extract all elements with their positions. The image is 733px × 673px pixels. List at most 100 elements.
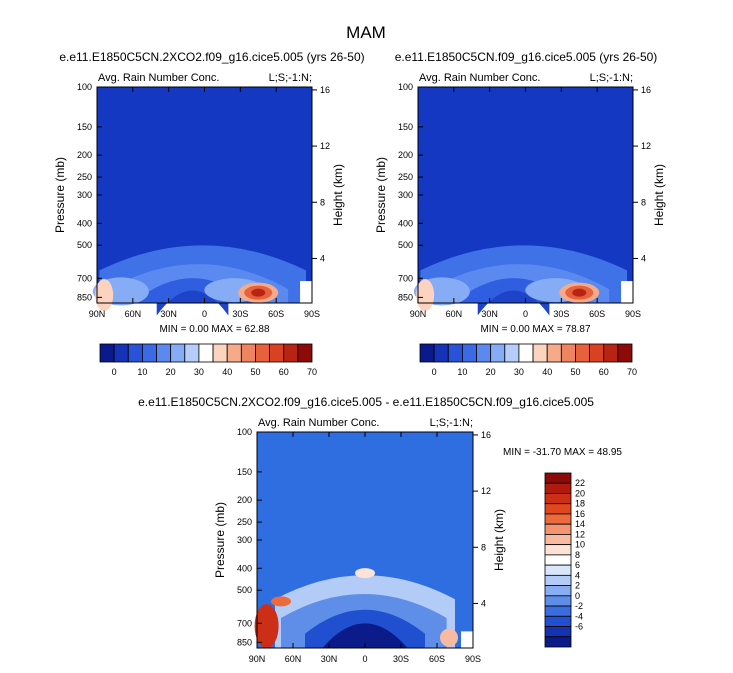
positive-anomaly bbox=[440, 628, 458, 647]
y-tick-label: 500 bbox=[77, 240, 92, 250]
colorbar-swatch bbox=[544, 472, 572, 484]
colorbar-swatch bbox=[544, 523, 572, 535]
x-tick-label: 60N bbox=[125, 309, 142, 319]
colorbar-label: 40 bbox=[222, 367, 232, 377]
panel-title: e.e11.E1850C5CN.2XCO2.f09_g16.cice5.005 … bbox=[59, 50, 364, 64]
colorbar-swatch bbox=[141, 343, 157, 363]
colorbar-label: 8 bbox=[575, 550, 580, 560]
y-tick-label: 850 bbox=[237, 637, 252, 647]
colorbar-swatch bbox=[617, 343, 633, 363]
colorbar-label: -6 bbox=[575, 622, 583, 632]
colorbar-swatch bbox=[476, 343, 492, 363]
hotspot-core bbox=[572, 288, 587, 297]
colorbar-label: 30 bbox=[514, 367, 524, 377]
y-tick-label: 250 bbox=[237, 517, 252, 527]
colorbar-swatch bbox=[490, 343, 506, 363]
colorbar-swatch bbox=[113, 343, 129, 363]
positive-anomaly bbox=[355, 568, 375, 579]
colorbar-label: 4 bbox=[575, 570, 580, 580]
y-tick-label: 200 bbox=[398, 150, 413, 160]
y-right-tick-label: 16 bbox=[481, 430, 491, 440]
colorbar-label: 20 bbox=[486, 367, 496, 377]
panel-subtitle-right: L;S;-1:N; bbox=[430, 417, 473, 429]
y-tick-label: 400 bbox=[398, 218, 413, 228]
positive-anomaly bbox=[271, 596, 291, 607]
y-right-tick-label: 12 bbox=[320, 141, 330, 151]
colorbar-label: 12 bbox=[575, 529, 585, 539]
colorbar-swatch bbox=[532, 343, 548, 363]
colorbar-swatch bbox=[603, 343, 619, 363]
colorbar-swatch bbox=[544, 544, 572, 556]
colorbar-swatch bbox=[546, 343, 562, 363]
y-right-tick-label: 8 bbox=[481, 542, 486, 552]
y-right-tick-label: 8 bbox=[320, 197, 325, 207]
panel-subtitle-left: Avg. Rain Number Conc. bbox=[419, 72, 540, 84]
y-tick-label: 400 bbox=[237, 563, 252, 573]
colorbar-label: 6 bbox=[575, 560, 580, 570]
y-tick-label: 400 bbox=[77, 218, 92, 228]
colorbar-label: 20 bbox=[575, 488, 585, 498]
y-tick-label: 200 bbox=[237, 495, 252, 505]
y-tick-label: 100 bbox=[237, 427, 252, 437]
colorbar-swatch bbox=[433, 343, 449, 363]
min-max-label: MIN = -31.70 MAX = 48.95 bbox=[503, 447, 622, 458]
colorbar-swatch bbox=[544, 503, 572, 515]
y-tick-label: 150 bbox=[398, 122, 413, 132]
y-right-tick-label: 8 bbox=[641, 197, 646, 207]
topography-mask bbox=[621, 281, 633, 303]
colorbar: 0 10 20 30 40 50 60 70 bbox=[419, 343, 637, 377]
colorbar-label: 10 bbox=[137, 367, 147, 377]
colorbar-swatch bbox=[269, 343, 285, 363]
topography-mask bbox=[461, 631, 473, 648]
y-tick-label: 250 bbox=[398, 172, 413, 182]
colorbar-label: 30 bbox=[194, 367, 204, 377]
x-tick-label: 0 bbox=[202, 309, 207, 319]
panel-title: e.e11.E1850C5CN.2XCO2.f09_g16.cice5.005 … bbox=[138, 395, 594, 409]
y-tick-label: 100 bbox=[398, 82, 413, 92]
panel-subtitle-right: L;S;-1:N; bbox=[590, 72, 633, 84]
y-right-tick-label: 16 bbox=[641, 85, 651, 95]
colorbar-swatch bbox=[544, 574, 572, 586]
y-axis-label: Pressure (mb) bbox=[53, 157, 67, 233]
colorbar-swatch bbox=[212, 343, 228, 363]
x-tick-label: 60S bbox=[268, 309, 284, 319]
colorbar-label: 0 bbox=[112, 367, 117, 377]
x-tick-label: 30S bbox=[393, 654, 409, 664]
y-tick-label: 700 bbox=[237, 618, 252, 628]
colorbar-swatch bbox=[544, 626, 572, 638]
field-layer bbox=[416, 279, 435, 312]
figure-title: MAM bbox=[346, 23, 386, 42]
colorbar-label: 10 bbox=[457, 367, 467, 377]
colorbar-label: 20 bbox=[166, 367, 176, 377]
colorbar-swatch bbox=[297, 343, 313, 363]
x-tick-label: 30N bbox=[160, 309, 177, 319]
colorbar-swatch bbox=[198, 343, 214, 363]
colorbar-label: 50 bbox=[250, 367, 260, 377]
colorbar-swatch bbox=[255, 343, 270, 363]
colorbar-swatch bbox=[240, 343, 256, 363]
x-tick-label: 30S bbox=[553, 309, 569, 319]
colorbar-swatch bbox=[226, 343, 242, 363]
colorbar-label: 16 bbox=[575, 509, 585, 519]
colorbar-label: 50 bbox=[570, 367, 580, 377]
y-right-axis-label: Height (km) bbox=[331, 164, 345, 226]
colorbar-label: 14 bbox=[575, 519, 585, 529]
colorbar-swatch bbox=[544, 615, 572, 627]
panel-control: e.e11.E1850C5CN.f09_g16.cice5.005 (yrs 2… bbox=[374, 50, 666, 377]
min-max-label: MIN = 0.00 MAX = 78.87 bbox=[480, 324, 590, 335]
y-tick-label: 300 bbox=[237, 535, 252, 545]
x-tick-label: 30N bbox=[481, 309, 498, 319]
colorbar-swatch bbox=[461, 343, 477, 363]
colorbar-swatch bbox=[184, 343, 200, 363]
x-tick-label: 90S bbox=[465, 654, 481, 664]
y-right-tick-label: 4 bbox=[320, 253, 325, 263]
y-tick-label: 850 bbox=[398, 292, 413, 302]
panel-title: e.e11.E1850C5CN.f09_g16.cice5.005 (yrs 2… bbox=[395, 50, 658, 64]
y-tick-label: 500 bbox=[237, 585, 252, 595]
colorbar-swatch bbox=[518, 343, 534, 363]
x-tick-label: 0 bbox=[362, 654, 367, 664]
colorbar-label: 40 bbox=[542, 367, 552, 377]
x-tick-label: 60S bbox=[589, 309, 605, 319]
